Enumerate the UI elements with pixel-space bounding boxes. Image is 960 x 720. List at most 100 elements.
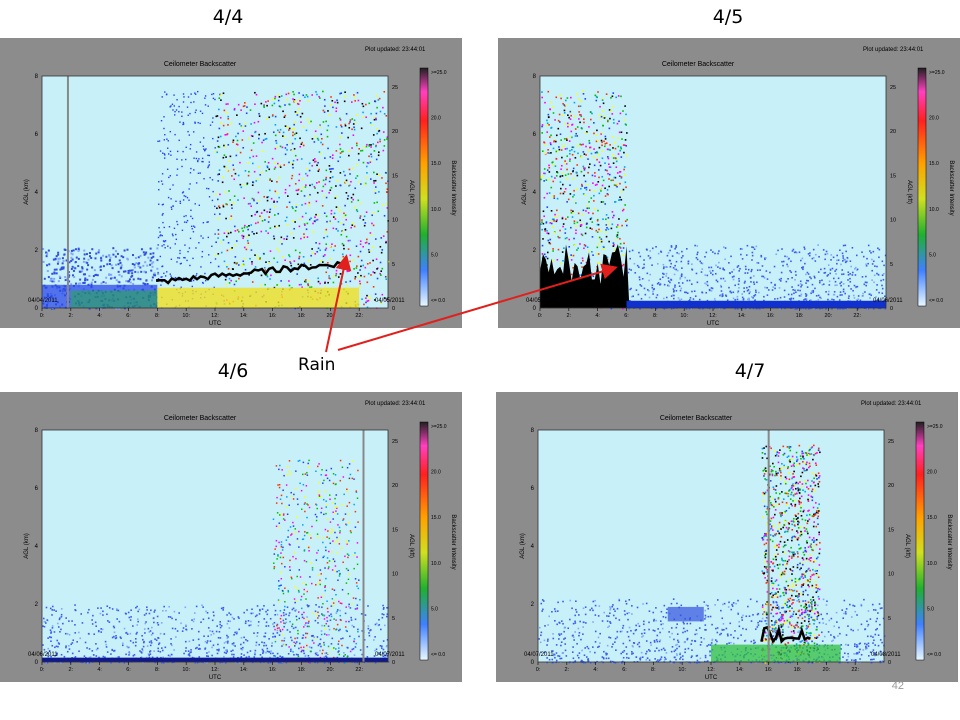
- precip-dot: [618, 131, 621, 134]
- precip-dot: [578, 118, 580, 120]
- precip-dot: [378, 174, 380, 177]
- plume-dot: [790, 271, 793, 274]
- plume-dot: [305, 632, 307, 635]
- precip-dot: [295, 557, 297, 560]
- aerosol-dot: [82, 260, 85, 263]
- precip-dot: [583, 169, 586, 171]
- plume-dot: [869, 250, 871, 252]
- plume-dot: [874, 265, 876, 267]
- aerosol-dot: [71, 253, 74, 256]
- precip-dot: [272, 518, 275, 520]
- sparse-dot: [163, 244, 165, 246]
- precip-dot: [317, 247, 320, 250]
- precip-dot: [343, 493, 345, 496]
- plume-dot: [800, 293, 803, 296]
- precip-dot: [295, 132, 298, 135]
- precip-dot: [226, 266, 228, 268]
- x-tick-label: 10:: [680, 313, 688, 319]
- precip-dot: [246, 245, 249, 247]
- aerosol-dot: [58, 257, 61, 260]
- precip-dot: [244, 102, 246, 104]
- plume-dot: [349, 607, 352, 609]
- sparse-dot: [182, 121, 185, 124]
- precip-dot: [572, 170, 574, 172]
- plume-dot: [836, 262, 838, 265]
- sparse-dot: [174, 110, 176, 113]
- precip-dot: [271, 157, 274, 160]
- plume-dot: [95, 643, 97, 645]
- plume-dot: [821, 279, 823, 282]
- sparse-dot: [188, 188, 190, 190]
- plume-dot: [50, 636, 53, 639]
- plume-dot: [875, 289, 878, 291]
- plume-dot: [71, 642, 74, 644]
- precip-dot: [368, 242, 370, 245]
- precip-dot: [288, 646, 290, 648]
- plume-dot: [847, 271, 850, 274]
- precip-dot: [375, 186, 377, 188]
- plume-dot: [797, 284, 800, 287]
- sparse-dot: [189, 112, 191, 115]
- precip-dot: [341, 253, 344, 256]
- precip-dot: [307, 259, 310, 262]
- plume-dot: [197, 648, 200, 650]
- sparse-dot: [169, 188, 171, 191]
- precip-dot: [325, 469, 328, 472]
- aerosol-dot: [90, 281, 93, 284]
- precip-dot: [311, 164, 314, 167]
- precip-dot: [545, 221, 548, 223]
- precip-dot: [217, 253, 220, 255]
- precip-dot: [592, 254, 594, 256]
- precip-dot: [258, 133, 260, 136]
- precip-dot: [343, 247, 345, 250]
- precip-dot: [290, 149, 292, 151]
- y-axis-label-right: AGL (kft): [408, 180, 414, 204]
- plume-dot: [713, 298, 716, 300]
- precip-dot: [332, 281, 335, 284]
- precip-dot: [548, 166, 551, 169]
- y-tick-label-km: 2: [533, 248, 537, 254]
- plume-dot: [65, 645, 67, 647]
- precip-dot: [576, 93, 578, 95]
- aerosol-dot: [79, 270, 82, 273]
- precip-dot: [299, 115, 302, 118]
- precip-dot: [550, 186, 553, 189]
- plume-dot: [307, 654, 310, 657]
- precip-dot: [313, 185, 316, 188]
- precip-dot: [570, 96, 572, 99]
- plume-dot: [630, 287, 632, 290]
- precip-dot: [570, 259, 573, 261]
- precip-dot: [317, 277, 319, 280]
- precip-dot: [552, 112, 555, 114]
- precip-dot: [236, 149, 239, 151]
- plume-dot: [126, 633, 129, 635]
- precip-dot: [306, 95, 309, 98]
- precip-dot: [543, 180, 545, 182]
- precip-dot: [339, 172, 342, 174]
- aerosol-dot: [53, 271, 56, 274]
- plume-dot: [225, 641, 227, 643]
- plume-dot: [293, 653, 295, 656]
- precip-dot: [269, 278, 271, 280]
- precip-dot: [556, 171, 558, 173]
- plume-dot: [846, 260, 849, 262]
- precip-dot: [582, 90, 585, 93]
- precip-dot: [365, 103, 367, 106]
- plume-dot: [60, 615, 63, 618]
- sparse-dot: [173, 114, 176, 116]
- precip-dot: [601, 157, 604, 160]
- sparse-dot: [205, 148, 207, 150]
- precip-dot: [215, 150, 217, 153]
- precip-dot: [589, 227, 592, 230]
- sparse-dot: [176, 223, 179, 226]
- plume-dot: [360, 613, 363, 615]
- plume-dot: [253, 656, 256, 658]
- plume-dot: [792, 288, 794, 291]
- precip-dot: [322, 109, 325, 112]
- precip-dot: [339, 136, 342, 139]
- plume-dot: [787, 258, 790, 261]
- plume-dot: [192, 639, 195, 641]
- plume-dot: [807, 253, 810, 255]
- plume-dot: [761, 275, 763, 278]
- precip-dot: [357, 630, 359, 633]
